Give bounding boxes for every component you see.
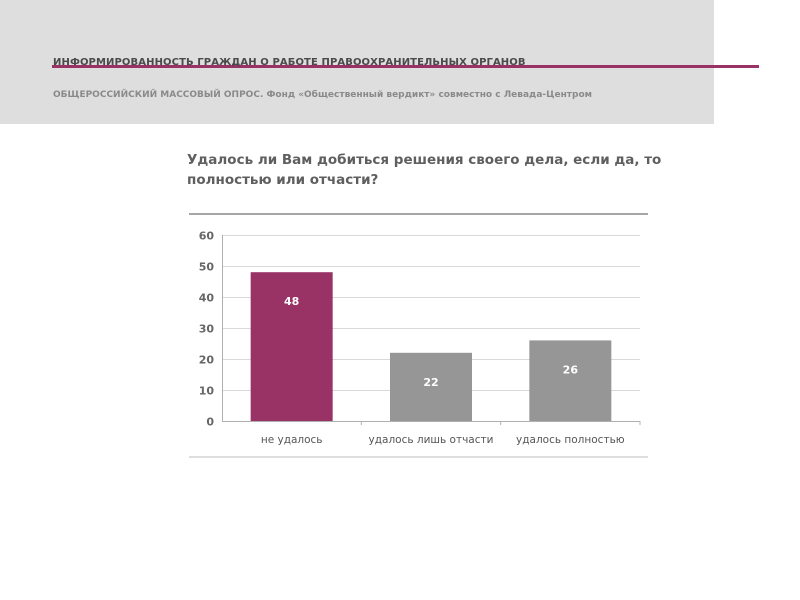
y-tick-label: 10 [199,385,215,398]
y-tick-label: 40 [199,292,215,305]
bar [250,272,333,421]
data-label: 22 [423,376,438,389]
accent-line [52,65,759,68]
bar [529,340,612,421]
y-tick-label: 20 [199,354,215,367]
y-tick-label: 30 [199,323,215,336]
page-subtitle: ОБЩЕРОССИЙСКИЙ МАССОВЫЙ ОПРОС. Фонд «Общ… [53,90,592,100]
y-tick-label: 50 [199,261,215,274]
data-label: 26 [563,363,579,376]
category-label: удалось лишь отчасти [369,434,494,446]
category-label: не удалось [261,434,323,446]
category-label: удалось полностью [516,434,625,446]
survey-question: Удалось ли Вам добиться решения своего д… [187,152,662,188]
bar [390,352,472,421]
y-tick-label: 0 [206,416,214,429]
page-title: ИНФОРМИРОВАННОСТЬ ГРАЖДАН О РАБОТЕ ПРАВО… [53,57,526,68]
data-label: 48 [284,295,299,308]
header-band [0,0,714,124]
y-tick-label: 60 [199,230,215,243]
